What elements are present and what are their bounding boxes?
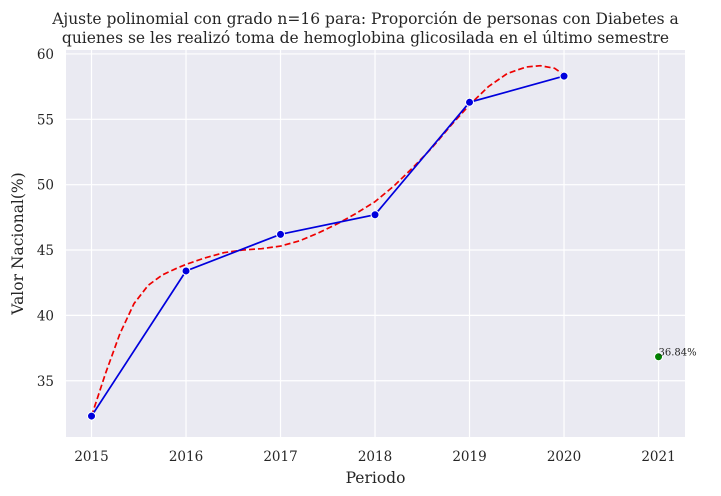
x-tick-label: 2020: [547, 449, 581, 465]
y-tick-label: 35: [37, 374, 54, 390]
observed-point: [181, 266, 191, 276]
y-tick-label: 50: [37, 178, 54, 194]
prediction-point: [654, 352, 664, 362]
series-layer: 36.84%: [87, 64, 697, 421]
x-axis: 2015 2016 2017 2018 2019 2020 2021: [74, 449, 675, 465]
observed-point: [465, 97, 475, 107]
chart-title-line: Ajuste polinomial con grado n=16 para: P…: [51, 10, 679, 28]
x-tick-label: 2015: [74, 449, 108, 465]
y-tick-label: 45: [37, 243, 54, 259]
x-axis-label: Periodo: [346, 469, 406, 487]
chart-title-line: quienes se les realizó toma de hemoglobi…: [62, 29, 669, 47]
observed-line: [90, 75, 565, 417]
grid: [66, 50, 685, 437]
y-tick-label: 60: [37, 47, 54, 63]
x-tick-label: 2021: [641, 449, 675, 465]
observed-point: [559, 71, 569, 81]
y-axis: 35 40 45 50 55 60: [37, 47, 54, 390]
chart-title: Ajuste polinomial con grado n=16 para: P…: [51, 10, 679, 47]
observed-point: [87, 411, 97, 421]
y-tick-label: 40: [37, 308, 54, 324]
y-tick-label: 55: [37, 112, 54, 128]
prediction-label: 36.84%: [659, 348, 697, 359]
x-tick-label: 2017: [263, 449, 297, 465]
x-tick-label: 2016: [169, 449, 203, 465]
x-tick-label: 2018: [358, 449, 392, 465]
fit-line: [90, 64, 565, 417]
observed-point: [370, 210, 380, 220]
y-axis-label: Valor Nacional(%): [9, 172, 27, 315]
observed-point: [276, 229, 286, 239]
x-tick-label: 2019: [452, 449, 486, 465]
